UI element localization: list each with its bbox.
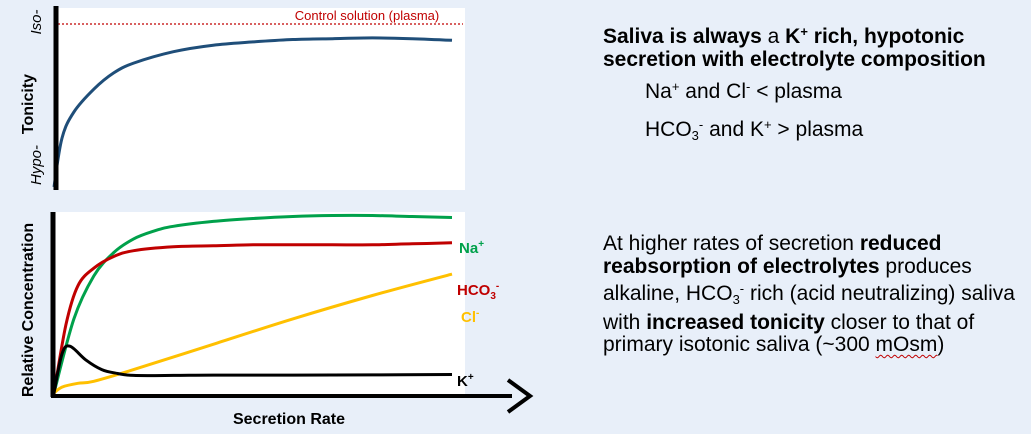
concentration-xlabel: Secretion Rate (233, 411, 345, 428)
reference-line-label: Control solution (plasma) (295, 8, 440, 23)
na-cl-line: Na+ and Cl- < plasma (645, 79, 842, 103)
tonicity-ylabel: Tonicity (20, 74, 37, 134)
k-curve (52, 344, 453, 394)
legend-hco3: HCO3- (457, 281, 499, 302)
legend-cl: Cl- (461, 308, 479, 326)
tonicity-curve (52, 36, 453, 188)
hco3-curve (52, 241, 453, 394)
concentration-plot-bg (53, 212, 465, 397)
tonicity-plot-bg (56, 8, 465, 190)
concentration-ylabel: Relative Concentration (20, 223, 37, 397)
x-axis-arrowhead (506, 378, 534, 414)
tonicity-chart: Control solution (plasma) Tonicity Iso- … (20, 6, 465, 190)
hco3-k-line: HCO3- and K+ > plasma (645, 116, 864, 143)
charts-canvas: Control solution (plasma) Tonicity Iso- … (20, 6, 534, 428)
legend-na: Na+ (459, 239, 484, 257)
cl-curve (53, 272, 453, 395)
rates-text: At higher rates of secretion reduced rea… (603, 232, 1028, 357)
summary-text: Saliva is always a K+ rich, hypotonic se… (603, 21, 1028, 157)
ytick-hypo: Hypo- (28, 145, 45, 185)
rates-paragraph: At higher rates of secretion reduced rea… (603, 232, 1015, 356)
legend-k: K+ (457, 372, 474, 390)
ytick-iso: Iso- (28, 9, 45, 34)
concentration-chart: Na+ HCO3- Cl- K+ Secretion Rate Relative… (20, 212, 534, 428)
summary-lead: Saliva is always a K+ rich, hypotonic se… (603, 24, 986, 71)
na-curve (52, 213, 453, 394)
